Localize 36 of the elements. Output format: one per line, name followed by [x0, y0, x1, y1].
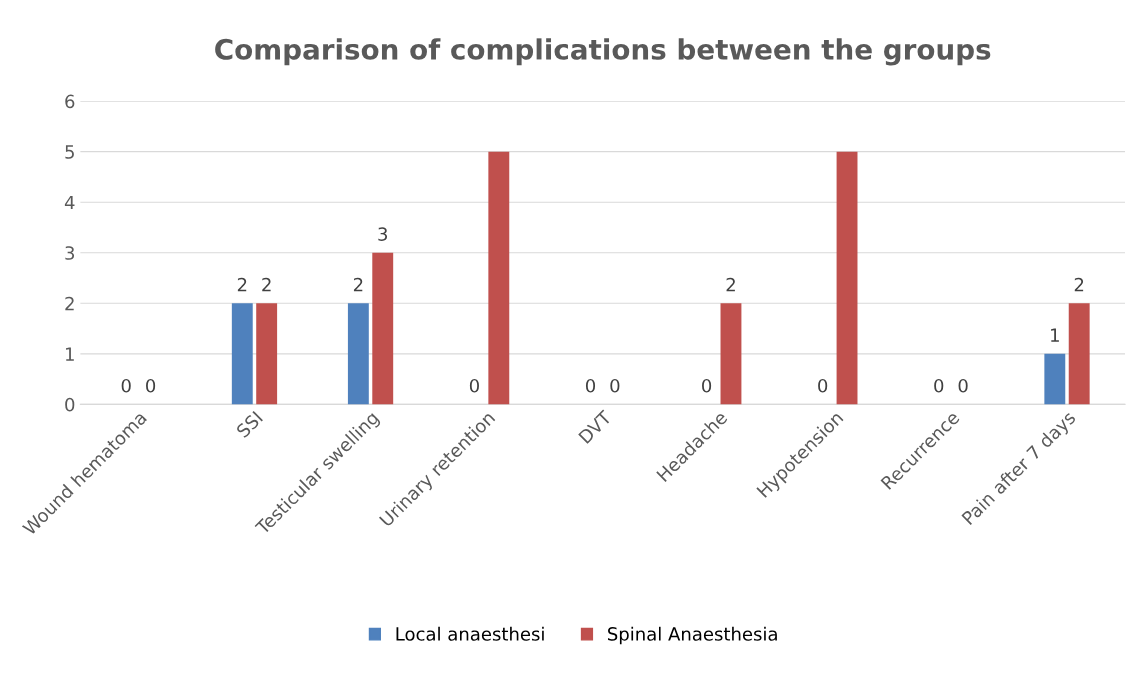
data-label: 2 — [1074, 277, 1084, 292]
y-tick-label: 2 — [65, 296, 74, 311]
bar — [347, 303, 369, 405]
bar — [372, 252, 394, 405]
x-tick-label: SSI — [235, 410, 264, 439]
data-label: 2 — [726, 277, 735, 292]
data-label: 2 — [237, 277, 247, 292]
bar — [836, 151, 858, 405]
data-label: 0 — [121, 378, 131, 393]
chart-title: Comparison of complications between the groups — [215, 38, 991, 66]
y-tick-label: 4 — [64, 195, 75, 210]
y-tick-label: 3 — [65, 246, 75, 260]
bar — [1044, 353, 1066, 405]
bar — [256, 303, 278, 405]
data-label: 3 — [378, 227, 388, 241]
data-label: 0 — [818, 378, 828, 393]
legend-label: Local anaesthesi — [396, 626, 544, 641]
data-label: 0 — [610, 378, 620, 393]
bar — [1068, 303, 1090, 405]
y-tick-label: 1 — [65, 347, 74, 361]
data-label: 1 — [1051, 328, 1059, 342]
y-tick-label: 6 — [65, 94, 75, 109]
bar — [231, 303, 253, 405]
y-tick-label: 0 — [65, 397, 75, 412]
data-label: 0 — [146, 378, 156, 393]
data-label: 0 — [958, 378, 968, 393]
data-label: 0 — [702, 378, 712, 393]
bar — [488, 151, 510, 405]
legend-label: Spinal Anaesthesia — [608, 626, 777, 645]
data-label: 0 — [469, 378, 479, 393]
bar — [720, 303, 742, 405]
y-tick-label: 5 — [65, 145, 74, 159]
data-label: 0 — [585, 378, 596, 393]
data-label: 2 — [353, 277, 363, 292]
data-label: 2 — [262, 277, 271, 292]
data-label: 0 — [934, 378, 944, 393]
